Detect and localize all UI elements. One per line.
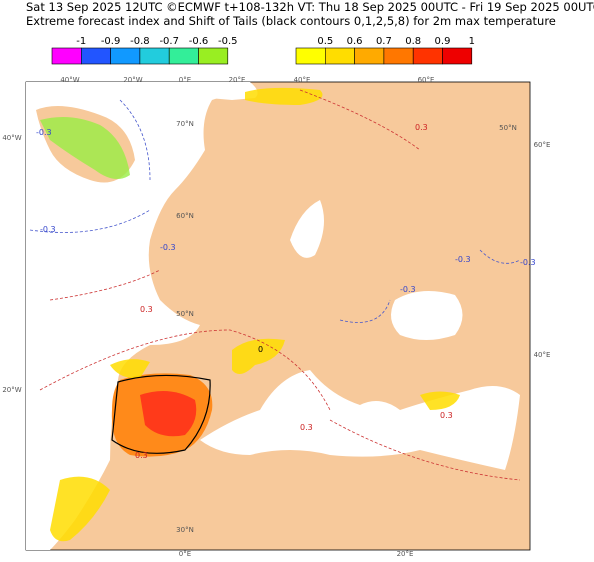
graticule-label: 40°W bbox=[60, 76, 79, 84]
legend-swatch bbox=[198, 47, 229, 65]
legend-swatch bbox=[442, 47, 473, 65]
contour bbox=[29, 99, 521, 323]
contour-label: -0.3 bbox=[455, 255, 471, 264]
baltic-sea bbox=[290, 200, 324, 258]
graticule-label: 30°N bbox=[176, 526, 194, 534]
legend-swatch bbox=[324, 47, 355, 65]
graticule-label: 60°E bbox=[418, 76, 435, 84]
contour-label: 0.3 bbox=[415, 123, 428, 132]
legend-swatch bbox=[81, 47, 111, 65]
legend-label: 0.9 bbox=[435, 36, 451, 47]
graticule-label: 50°N bbox=[176, 310, 194, 318]
contour-label: -0.3 bbox=[160, 243, 176, 252]
graticule-label: 60°E bbox=[534, 141, 551, 149]
legend-swatch bbox=[139, 47, 170, 65]
map: 40°W 20°W 0°E 20°E 40°E 60°E 40°W 70°N 60°N 50°N 5… bbox=[2, 76, 550, 558]
contour-label: -0.3 bbox=[36, 128, 52, 137]
efi-warm-patch bbox=[50, 87, 460, 542]
legend-swatch bbox=[51, 47, 82, 65]
legend-label: -0.7 bbox=[159, 36, 179, 47]
graticule-label: 50°N bbox=[499, 124, 517, 132]
graticule-label: 20°E bbox=[229, 76, 246, 84]
graticule-label: 20°W bbox=[2, 386, 21, 394]
graticule-label: 0°E bbox=[179, 550, 191, 558]
graticule-label: 40°E bbox=[294, 76, 311, 84]
graticule-label: 20°W bbox=[123, 76, 142, 84]
legend-label: -0.5 bbox=[218, 36, 238, 47]
graticule-label: 20°E bbox=[397, 550, 414, 558]
contour-label: 0.3 bbox=[135, 451, 148, 460]
legend-swatch bbox=[354, 47, 385, 65]
legend-swatch bbox=[412, 47, 443, 65]
contour-label: 0 bbox=[258, 345, 263, 354]
graticule-label: 40°E bbox=[534, 351, 551, 359]
graticule-label: 40°W bbox=[2, 134, 21, 142]
contour-label: -0.3 bbox=[400, 285, 416, 294]
graticule-label: 60°N bbox=[176, 212, 194, 220]
header-line: Sat 13 Sep 2025 12UTC ©ECMWF t+108-132h … bbox=[26, 0, 594, 14]
arctic-sea bbox=[26, 82, 258, 100]
graticule-label: 70°N bbox=[176, 120, 194, 128]
black-sea bbox=[391, 291, 463, 340]
map-labels: 40°W 20°W 0°E 20°E 40°E 60°E 40°W 70°N 60°N 50°N 5… bbox=[2, 76, 550, 558]
legend-label: 0.8 bbox=[405, 36, 421, 47]
atlantic-sea bbox=[26, 82, 232, 550]
contour-label: -0.3 bbox=[40, 225, 56, 234]
legend-label: -0.9 bbox=[101, 36, 121, 47]
header-line: Extreme forecast index and Shift of Tail… bbox=[26, 14, 556, 28]
legend-label: 1 bbox=[469, 36, 475, 47]
legend: -1 -0.9 -0.8 -0.7 -0.6 -0.5 0.5 0.6 0.7 0.8 0.9 1 bbox=[51, 36, 475, 65]
shift-of-tails-contour bbox=[111, 374, 211, 454]
legend-swatch bbox=[383, 47, 414, 65]
contour-label: 0.3 bbox=[300, 423, 313, 432]
legend-label: -0.8 bbox=[130, 36, 150, 47]
legend-label: 0.5 bbox=[317, 36, 333, 47]
legend-label: 0.6 bbox=[347, 36, 363, 47]
efi-hot-core bbox=[140, 391, 197, 437]
contour-label: -0.3 bbox=[520, 258, 536, 267]
legend-label: -1 bbox=[76, 36, 86, 47]
contour-label: 0.3 bbox=[440, 411, 453, 420]
legend-label: 0.7 bbox=[376, 36, 392, 47]
contour bbox=[39, 89, 521, 481]
graticule-label: 0°E bbox=[179, 76, 191, 84]
mediterranean-sea bbox=[200, 370, 520, 470]
legend-swatch bbox=[168, 47, 199, 65]
legend-swatch bbox=[295, 47, 326, 65]
legend-swatch bbox=[110, 47, 141, 65]
legend-label: -0.6 bbox=[189, 36, 209, 47]
efi-cold-patch bbox=[40, 116, 130, 179]
contour-label: 0.3 bbox=[140, 305, 153, 314]
